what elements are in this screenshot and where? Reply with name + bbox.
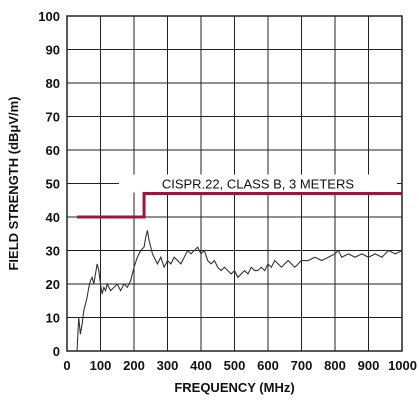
x-tick-label: 400 bbox=[190, 358, 212, 373]
y-tick-label: 0 bbox=[53, 344, 60, 359]
x-tick-label: 200 bbox=[123, 358, 145, 373]
x-tick-labels: 0 100 200 300 400 500 600 700 800 900 1000 bbox=[63, 358, 417, 373]
y-tick-label: 50 bbox=[46, 177, 60, 192]
x-tick-label: 600 bbox=[257, 358, 279, 373]
y-tick-label: 100 bbox=[38, 9, 60, 24]
y-tick-labels: 0 10 20 30 40 50 60 70 80 90 100 bbox=[38, 9, 60, 359]
x-tick-label: 0 bbox=[63, 358, 70, 373]
x-tick-label: 1000 bbox=[388, 358, 417, 373]
y-tick-label: 80 bbox=[46, 76, 60, 91]
y-tick-label: 60 bbox=[46, 143, 60, 158]
x-tick-label: 100 bbox=[90, 358, 112, 373]
y-tick-label: 70 bbox=[46, 110, 60, 125]
y-tick-label: 30 bbox=[46, 244, 60, 259]
cispr-limit-line bbox=[77, 194, 402, 217]
y-tick-label: 40 bbox=[46, 210, 60, 225]
y-tick-label: 10 bbox=[46, 311, 60, 326]
x-tick-label: 800 bbox=[324, 358, 346, 373]
y-tick-label: 20 bbox=[46, 277, 60, 292]
limit-annotation: CISPR.22, CLASS B, 3 METERS bbox=[162, 177, 355, 192]
y-tick-label: 90 bbox=[46, 43, 60, 58]
measurement-trace bbox=[77, 230, 402, 351]
y-axis-label: FIELD STRENGTH (dBμV/m) bbox=[6, 96, 21, 270]
x-tick-label: 700 bbox=[291, 358, 313, 373]
x-tick-label: 900 bbox=[358, 358, 380, 373]
x-tick-label: 500 bbox=[224, 358, 246, 373]
x-axis-label: FREQUENCY (MHz) bbox=[174, 380, 294, 395]
x-tick-label: 300 bbox=[157, 358, 179, 373]
